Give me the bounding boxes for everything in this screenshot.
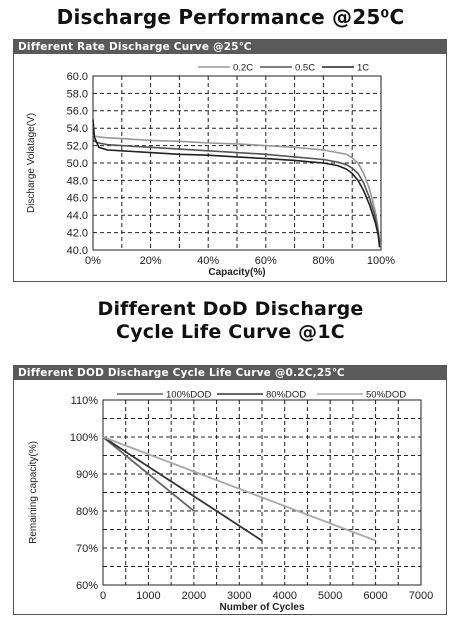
rate-discharge-chart-panel: Different Rate Discharge Curve @25℃ 0% 20…: [13, 39, 447, 282]
y-tick-label: 44.0: [67, 210, 88, 222]
x-tick-label: 100%: [367, 255, 395, 267]
x-axis-label: Number of Cycles: [219, 602, 304, 613]
y-tick-label: 100%: [70, 432, 98, 444]
series-line-0-2c: [92, 134, 382, 247]
y-axis-label: Remaining capacity(%): [28, 441, 39, 544]
y-tick-label: 80%: [76, 506, 98, 518]
x-tick-label: 7000: [409, 590, 433, 602]
legend-label-0-2c: 0.2C: [233, 63, 253, 74]
x-tick-label: 0%: [85, 255, 101, 267]
discharge-performance-heading: Discharge Performance @25⁰C: [56, 5, 405, 29]
y-axis-label: Discharge Volatage(V): [26, 113, 37, 213]
y-tick-label: 60.0: [67, 71, 88, 83]
y-tick-label: 40.0: [67, 245, 88, 257]
y-tick-label: 54.0: [67, 123, 88, 135]
y-tick-label: 52.0: [67, 140, 88, 152]
x-tick-label: 60%: [255, 255, 277, 267]
dod-cycle-life-chart-panel: Different DOD Discharge Cycle Life Curve…: [13, 365, 447, 615]
x-tick-label: 20%: [140, 255, 162, 267]
dod-cycle-life-heading-line-2: Cycle Life Curve @1C: [116, 321, 345, 343]
y-tick-label: 58.0: [67, 88, 88, 100]
rate-discharge-chart: 0% 20% 40% 60% 80% 100% 40.0 42.0 44.0 46.0 48.0 50…: [26, 63, 395, 279]
rate-discharge-chart-title: Different Rate Discharge Curve @25℃: [14, 40, 446, 54]
dod-cycle-life-heading-line-1: Different DoD Discharge: [97, 298, 364, 320]
legend-label-80-dod: 80%DOD: [266, 390, 306, 401]
dod-cycle-life-heading: Different DoD Discharge Cycle Life Curve…: [0, 298, 461, 344]
x-tick-label: 5000: [318, 590, 342, 602]
y-tick-label: 56.0: [67, 106, 88, 118]
x-tick-label: 0: [100, 590, 106, 602]
y-tick-label: 60%: [76, 580, 98, 592]
series-line-50-dod: [102, 436, 376, 542]
series-line-1c: [92, 119, 381, 248]
y-tick-label: 50.0: [67, 158, 88, 170]
x-tick-label: 1000: [136, 590, 160, 602]
legend-label-0-5c: 0.5C: [295, 63, 315, 74]
x-axis-label: Capacity(%): [208, 267, 265, 278]
y-tick-label: 110%: [71, 395, 99, 407]
legend-label-50-dod: 50%DOD: [366, 390, 406, 401]
series-line-100-dod: [102, 436, 195, 512]
y-tick-label: 48.0: [67, 175, 88, 187]
x-tick-label: 3000: [227, 590, 251, 602]
x-tick-label: 80%: [312, 255, 334, 267]
series-line-80-dod: [102, 436, 263, 542]
dod-cycle-life-chart-title: Different DOD Discharge Cycle Life Curve…: [14, 366, 446, 380]
x-tick-label: 6000: [363, 590, 387, 602]
legend-label-1c: 1C: [357, 63, 369, 74]
legend-label-100-dod: 100%DOD: [166, 390, 212, 401]
y-tick-label: 90%: [76, 469, 98, 481]
x-tick-label: 40%: [197, 255, 219, 267]
y-tick-label: 70%: [76, 543, 98, 555]
x-tick-label: 2000: [182, 590, 206, 602]
x-tick-label: 4000: [272, 590, 296, 602]
series-line-0-5c: [92, 138, 381, 245]
y-tick-label: 42.0: [67, 227, 88, 239]
dod-cycle-life-chart: 0 1000 2000 3000 4000 5000 6000 7000 60% 70% 80% 90…: [28, 390, 433, 614]
y-tick-label: 46.0: [67, 193, 88, 205]
